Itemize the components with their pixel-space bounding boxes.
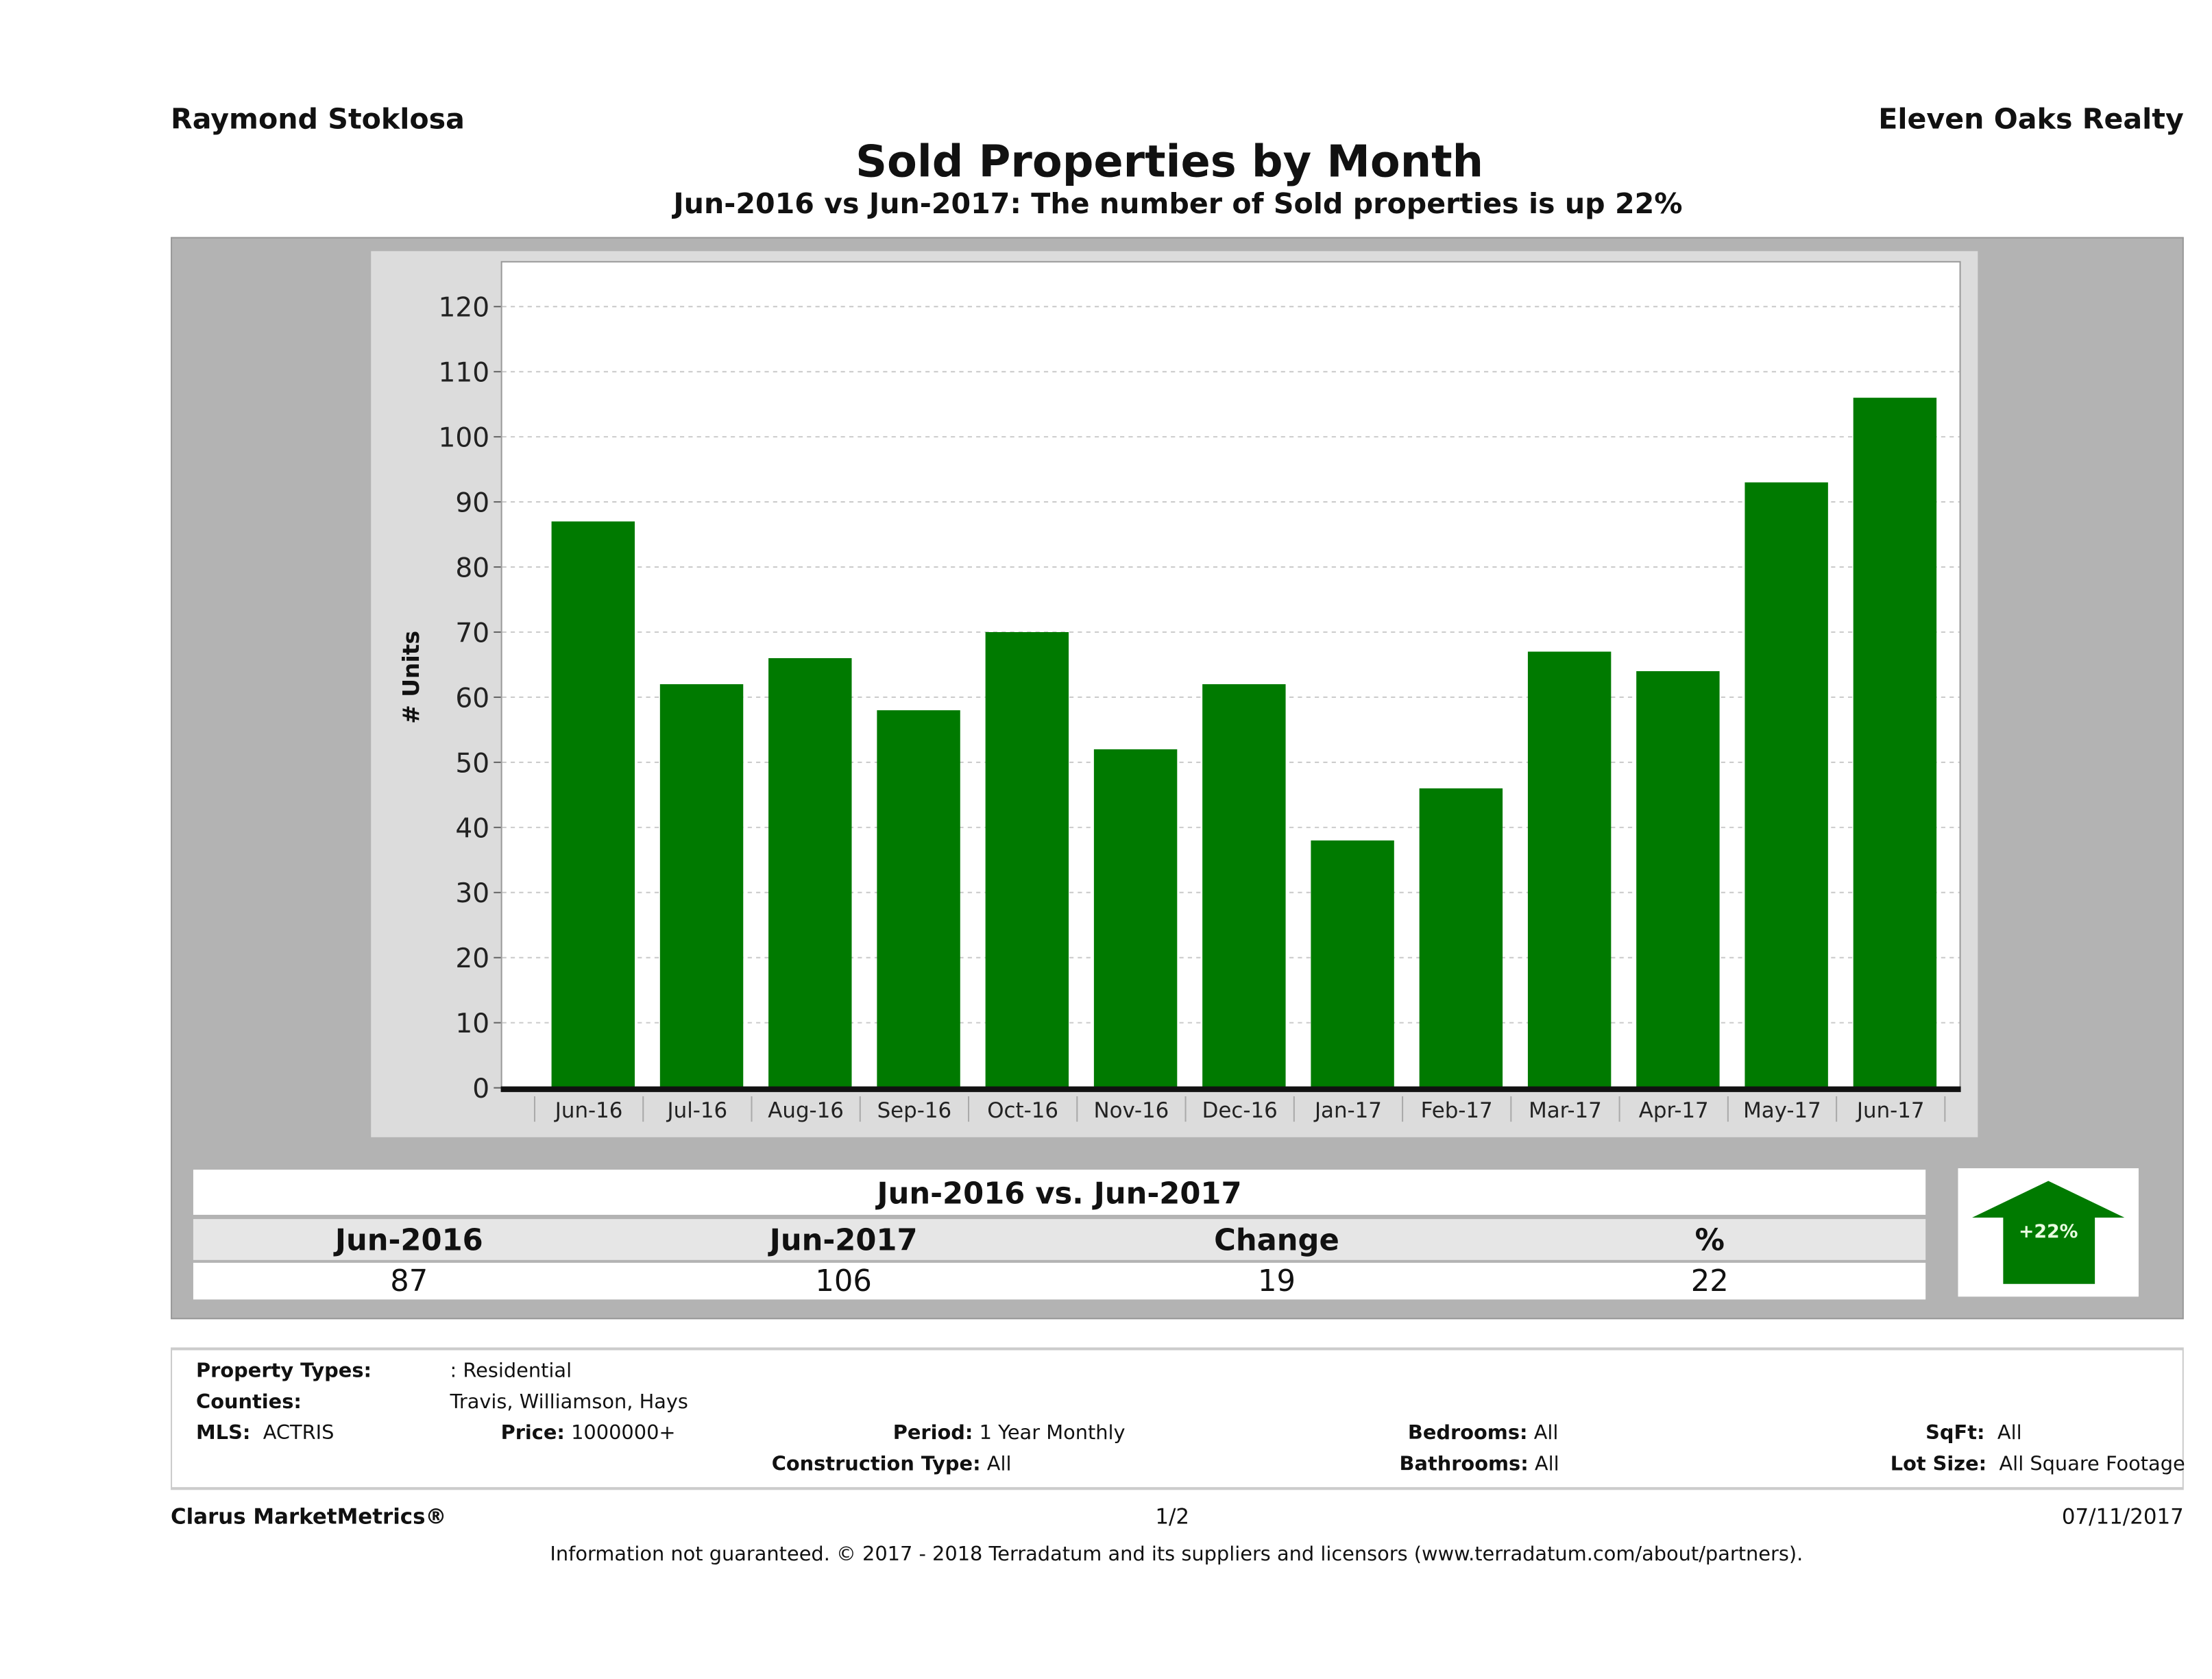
bar-oct-16 xyxy=(985,632,1069,1088)
x-tick-label: Sep-16 xyxy=(877,1098,952,1123)
bathrooms-label: Bathrooms: xyxy=(1399,1453,1529,1476)
price-value: 1000000+ xyxy=(571,1422,676,1445)
y-axis-label: # Units xyxy=(398,631,424,724)
y-tick-label: 0 xyxy=(472,1074,489,1104)
y-tick-label: 40 xyxy=(455,813,489,844)
bar-jul-16 xyxy=(659,684,744,1088)
property-types-label: Property Types: xyxy=(196,1360,372,1383)
bar-mar-17 xyxy=(1527,651,1612,1088)
bar-feb-17 xyxy=(1419,788,1503,1088)
bar-aug-16 xyxy=(768,657,852,1088)
sqft-label: SqFt: xyxy=(1925,1422,1985,1445)
x-tick-label: Jun-17 xyxy=(1856,1098,1925,1123)
construction-label: Construction Type: xyxy=(771,1453,981,1476)
x-tick-label: Mar-17 xyxy=(1529,1098,1602,1123)
y-tick-label: 60 xyxy=(455,683,489,714)
summary-header-row: Jun-2016 Jun-2017 Change % xyxy=(193,1219,1926,1260)
summary-heading: Jun-2016 vs. Jun-2017 xyxy=(193,1170,1926,1215)
property-types-value: : Residential xyxy=(450,1360,572,1383)
report-date: 07/11/2017 xyxy=(2061,1503,2184,1530)
brand-name: Clarus MarketMetrics® xyxy=(171,1503,447,1530)
period-label: Period: xyxy=(892,1422,973,1445)
lot-size-value: All Square Footage xyxy=(1999,1453,2185,1476)
bathrooms-value: All xyxy=(1534,1453,1559,1476)
summary-col-label: Change xyxy=(1214,1223,1339,1257)
up-arrow-icon xyxy=(1972,1181,2125,1284)
brokerage-name: Eleven Oaks Realty xyxy=(1878,101,2184,136)
y-tick-label: 100 xyxy=(439,423,490,454)
disclaimer: Information not guaranteed. © 2017 - 201… xyxy=(550,1543,1803,1567)
summary-col-label: % xyxy=(1694,1223,1725,1257)
change-badge: +22% xyxy=(1958,1168,2139,1297)
bar-may-17 xyxy=(1745,482,1828,1088)
mls-value: ACTRIS xyxy=(263,1422,335,1445)
summary-value: 87 xyxy=(390,1264,428,1298)
sqft-value: All xyxy=(1997,1422,2022,1445)
y-tick-label: 30 xyxy=(455,878,489,909)
construction-value: All xyxy=(986,1453,1012,1476)
x-tick-label: Nov-16 xyxy=(1094,1098,1169,1123)
y-tick-label: 70 xyxy=(455,618,489,649)
filter-summary: Property Types: : Residential Counties: … xyxy=(171,1347,2185,1490)
summary-col-label: Jun-2017 xyxy=(769,1223,918,1257)
summary-value: 106 xyxy=(815,1264,872,1298)
x-tick-label: Dec-16 xyxy=(1202,1098,1278,1123)
counties-value: Travis, Williamson, Hays xyxy=(450,1391,688,1414)
y-tick-label: 80 xyxy=(455,553,489,583)
summary-value: 22 xyxy=(1690,1264,1729,1298)
agent-name: Raymond Stoklosa xyxy=(171,101,465,136)
x-tick-label: Jul-16 xyxy=(666,1098,728,1123)
y-tick-label: 20 xyxy=(455,943,489,974)
x-tick-label: Jan-17 xyxy=(1313,1098,1382,1123)
lot-size-label: Lot Size: xyxy=(1890,1453,1987,1476)
change-badge-label: +22% xyxy=(2018,1222,2078,1244)
bar-jun-17 xyxy=(1853,398,1937,1088)
counties-label: Counties: xyxy=(196,1391,302,1414)
bar-jun-16 xyxy=(551,521,635,1088)
bar-sep-16 xyxy=(877,710,960,1088)
x-tick-label: Oct-16 xyxy=(987,1098,1058,1123)
x-tick-label: May-17 xyxy=(1743,1098,1821,1123)
chart-title: Sold Properties by Month xyxy=(855,136,1484,188)
x-tick-label: Apr-17 xyxy=(1639,1098,1709,1123)
bar-dec-16 xyxy=(1202,684,1286,1088)
price-label: Price: xyxy=(500,1422,565,1445)
bar-nov-16 xyxy=(1093,749,1178,1088)
bar-jan-17 xyxy=(1311,840,1394,1088)
y-tick-label: 120 xyxy=(439,293,490,324)
x-tick-label: Feb-17 xyxy=(1421,1098,1493,1123)
bar-apr-17 xyxy=(1636,671,1720,1088)
page-number: 1/2 xyxy=(1155,1503,1190,1530)
y-tick-label: 50 xyxy=(455,748,489,779)
summary-value-row: 87 106 19 22 xyxy=(193,1262,1926,1300)
bedrooms-value: All xyxy=(1533,1422,1559,1445)
y-tick-label: 10 xyxy=(455,1008,489,1039)
chart-subtitle: Jun-2016 vs Jun-2017: The number of Sold… xyxy=(673,186,1683,221)
summary-col-label: Jun-2016 xyxy=(335,1223,483,1257)
period-value: 1 Year Monthly xyxy=(979,1422,1126,1445)
mls-label: MLS: xyxy=(196,1422,251,1445)
y-tick-label: 110 xyxy=(439,358,490,389)
x-tick-label: Aug-16 xyxy=(768,1098,844,1123)
summary-value: 19 xyxy=(1257,1264,1296,1298)
y-tick-label: 90 xyxy=(455,487,489,518)
x-tick-label: Jun-16 xyxy=(554,1098,623,1123)
bedrooms-label: Bedrooms: xyxy=(1407,1422,1528,1445)
